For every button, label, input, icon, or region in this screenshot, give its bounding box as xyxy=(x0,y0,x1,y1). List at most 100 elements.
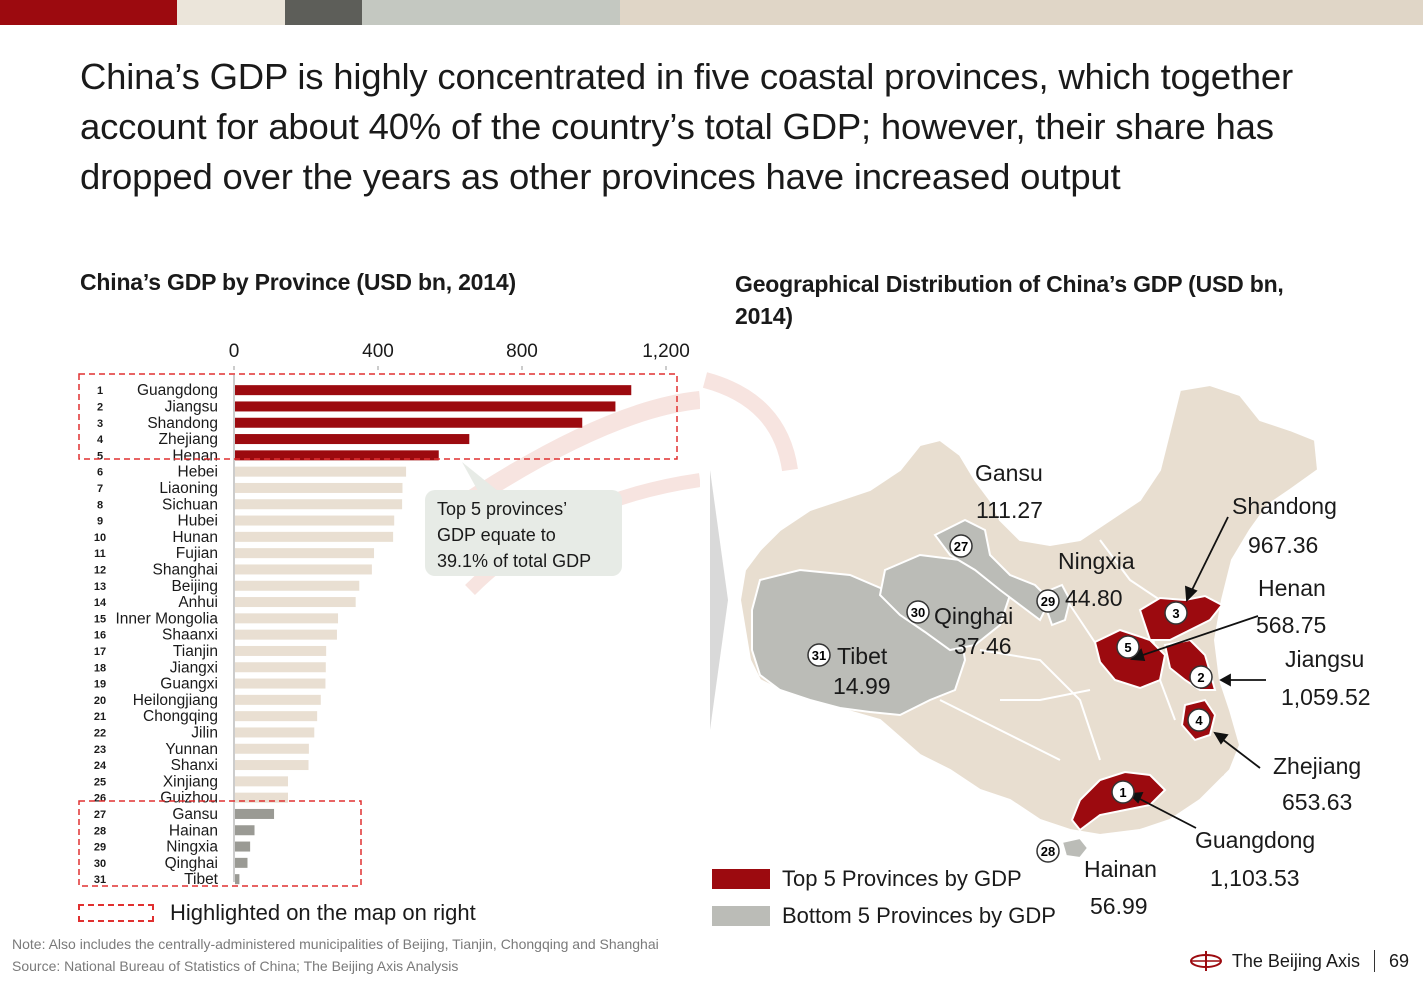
rank-label: 12 xyxy=(94,564,106,576)
map-subtitle: Geographical Distribution of China’s GDP… xyxy=(735,271,1284,329)
rank-marker-ningxia: 29 xyxy=(1036,589,1060,613)
bar-jiangsu xyxy=(235,401,616,412)
category-label: Tianjin xyxy=(173,643,218,660)
top-bar-segment-tan xyxy=(620,0,1423,25)
top-bar-segment-dark xyxy=(285,0,362,25)
category-label: Shaanxi xyxy=(162,627,218,644)
x-axis-ticks: 0 400 800 1,200 xyxy=(229,341,690,370)
rank-marker-guangdong: 1 xyxy=(1111,780,1135,804)
bar-yunnan xyxy=(235,743,309,754)
rank-label: 24 xyxy=(94,760,107,772)
bar-hubei xyxy=(235,515,395,526)
svg-text:31: 31 xyxy=(812,648,826,663)
rank-label: 20 xyxy=(94,695,106,707)
bars xyxy=(235,385,632,885)
category-label: Hainan xyxy=(169,822,218,839)
map-arrows xyxy=(1127,516,1266,829)
rank-marker-hainan: 28 xyxy=(1036,839,1060,863)
category-label: Jiangsu xyxy=(165,398,218,415)
bar-jilin xyxy=(235,727,315,738)
zhejiang-name: Zhejiang xyxy=(1273,753,1361,779)
ningxia-value: 44.80 xyxy=(1065,585,1123,611)
brand-separator xyxy=(1373,950,1375,972)
henan-name: Henan xyxy=(1258,575,1326,601)
category-label: Fujian xyxy=(176,545,218,562)
category-label: Heilongjiang xyxy=(133,692,218,709)
category-labels: 1 Guangdong 2 Jiangsu 3 Shandong 4 Zhejiang 5 Hen… xyxy=(94,382,219,888)
rank-marker-shandong: 3 xyxy=(1164,601,1188,625)
hainan-name: Hainan xyxy=(1084,856,1157,882)
rank-label: 11 xyxy=(94,548,106,560)
bar-guangdong xyxy=(235,385,632,396)
rank-label: 18 xyxy=(94,662,106,674)
footer-brand: The Beijing Axis 69 xyxy=(1188,950,1409,972)
qinghai-name: Qinghai xyxy=(934,603,1013,629)
svg-text:3: 3 xyxy=(1172,606,1179,621)
category-label: Xinjiang xyxy=(163,773,218,790)
qinghai-value: 37.46 xyxy=(954,633,1012,659)
category-label: Hebei xyxy=(178,464,219,481)
bar-chongqing xyxy=(235,711,318,722)
rank-label: 13 xyxy=(94,581,106,593)
china-gdp-map: 27 29 30 31 28 3 5 2 4 1 Gansu 111.27 Ni… xyxy=(702,372,1371,919)
rank-label: 10 xyxy=(94,532,106,544)
category-label: Inner Mongolia xyxy=(115,610,218,627)
gdp-bar-chart: 0 400 800 1,200 1 Guangdong 2 Jiangsu 3 Shandong… xyxy=(78,341,700,888)
bar-qinghai xyxy=(235,857,248,868)
bar-shandong xyxy=(235,417,583,428)
zhejiang-value: 653.63 xyxy=(1282,789,1352,815)
category-label: Guizhou xyxy=(160,790,218,807)
x-tick-label: 0 xyxy=(229,341,240,362)
category-label: Zhejiang xyxy=(159,431,218,448)
guangdong-name: Guangdong xyxy=(1195,827,1315,853)
bar-heilongjiang xyxy=(235,694,321,705)
category-label: Qinghai xyxy=(165,855,218,872)
rank-label: 3 xyxy=(97,418,103,430)
category-label: Tibet xyxy=(184,871,219,888)
bar-guizhou xyxy=(235,792,288,803)
category-label: Ningxia xyxy=(166,839,218,856)
bottom5-legend: Bottom 5 Provinces by GDP xyxy=(712,903,1056,929)
highlight-legend-label: Highlighted on the map on right xyxy=(170,900,476,925)
rank-marker-zhejiang: 4 xyxy=(1187,708,1211,732)
category-label: Guangxi xyxy=(160,676,218,693)
category-label: Shanxi xyxy=(171,757,218,774)
bar-jiangxi xyxy=(235,662,326,673)
slide-title: China’s GDP is highly concentrated in fi… xyxy=(80,56,1293,197)
top-bar-segment-red xyxy=(0,0,177,25)
category-label: Shanghai xyxy=(152,561,218,578)
top-color-bar xyxy=(0,0,1423,25)
henan-region xyxy=(1093,628,1167,690)
category-label: Sichuan xyxy=(162,496,218,513)
bar-zhejiang xyxy=(235,434,470,445)
bar-tianjin xyxy=(235,645,327,656)
category-label: Gansu xyxy=(172,806,218,823)
source-note: Source: National Bureau of Statistics of… xyxy=(12,958,459,974)
page-number: 69 xyxy=(1388,950,1409,971)
category-label: Hubei xyxy=(178,513,219,530)
gansu-name: Gansu xyxy=(975,460,1043,486)
taiwan-region xyxy=(1215,755,1224,780)
jiangsu-name: Jiangsu xyxy=(1285,646,1364,672)
rank-label: 16 xyxy=(94,630,106,642)
rank-label: 14 xyxy=(94,597,107,609)
rank-label: 25 xyxy=(94,776,106,788)
bar-ningxia xyxy=(235,841,251,852)
rank-marker-tibet: 31 xyxy=(807,643,831,667)
category-label: Yunnan xyxy=(165,741,218,758)
category-label: Beijing xyxy=(171,578,218,595)
bar-shanghai xyxy=(235,564,372,575)
category-label: Chongqing xyxy=(143,708,218,725)
jiangsu-value: 1,059.52 xyxy=(1281,684,1371,710)
rank-label: 30 xyxy=(94,858,106,870)
ningxia-name: Ningxia xyxy=(1058,548,1135,574)
svg-text:29: 29 xyxy=(1041,594,1055,609)
shandong-name: Shandong xyxy=(1232,493,1337,519)
tibet-name: Tibet xyxy=(837,643,888,669)
rank-marker-gansu: 27 xyxy=(949,534,973,558)
chart-subtitle: China’s GDP by Province (USD bn, 2014) xyxy=(80,269,516,295)
bar-liaoning xyxy=(235,482,403,493)
rank-label: 5 xyxy=(97,450,103,462)
rank-label: 19 xyxy=(94,679,106,691)
top5-legend-label: Top 5 Provinces by GDP xyxy=(782,866,1022,891)
